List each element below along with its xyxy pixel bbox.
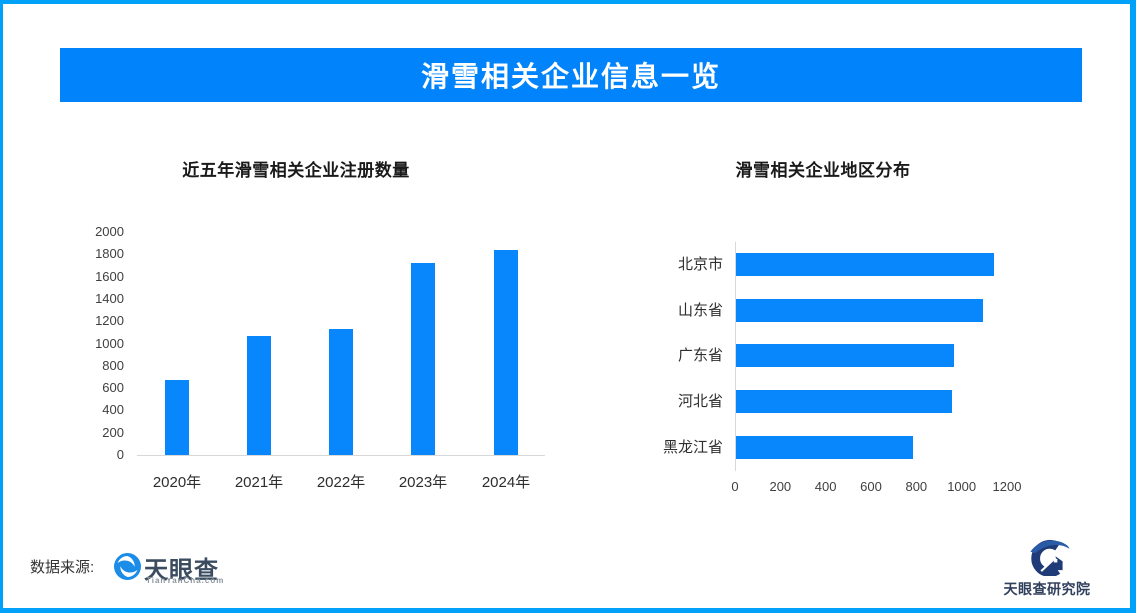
tianyancha-institute-logo-icon	[1030, 539, 1070, 576]
bar-河北省	[736, 390, 953, 413]
bar-广东省	[736, 344, 954, 367]
page-title-banner: 滑雪相关企业信息一览	[60, 48, 1082, 102]
y-axis-tick-label: 1000	[95, 335, 124, 351]
y-axis-tick-label: 800	[102, 357, 124, 373]
y-axis-category-label: 山东省	[677, 302, 723, 319]
x-axis-category-label: 2022年	[316, 474, 366, 491]
x-axis-tick-label: 1200	[992, 479, 1022, 494]
x-axis-tick-label: 1000	[947, 479, 977, 494]
bar-2020年	[165, 380, 189, 455]
y-axis-tick-label: 2000	[95, 224, 124, 239]
x-axis-tick-label: 400	[814, 479, 837, 494]
x-axis-category-label: 2020年	[152, 474, 202, 491]
page-border-left	[0, 0, 3, 613]
y-axis-tick-label: 600	[102, 380, 124, 396]
y-axis-tick-label: 1400	[95, 290, 124, 306]
x-axis-category-label: 2024年	[481, 474, 531, 491]
y-axis-tick-label: 0	[116, 447, 124, 462]
y-axis-tick-label: 200	[102, 424, 124, 440]
x-axis-tick-label: 800	[905, 479, 928, 494]
x-axis-tick-label: 600	[860, 479, 882, 494]
x-axis-category-label: 2023年	[398, 474, 448, 491]
tianyancha-institute-text: 天眼查研究院	[1003, 581, 1091, 597]
y-axis-category-label: 黑龙江省	[662, 439, 723, 456]
x-axis-tick-label: 200	[769, 479, 792, 494]
y-axis-line	[735, 242, 736, 471]
tianyancha-logo-text: 天眼查	[144, 557, 219, 584]
tianyancha-domain-text: TianYanCha.com	[146, 576, 225, 585]
bar-2024年	[494, 250, 518, 455]
y-axis-tick-label: 1200	[95, 313, 124, 329]
page-border-right	[1130, 0, 1136, 613]
x-axis-line	[137, 455, 545, 456]
y-axis-tick-label: 1600	[95, 268, 124, 284]
y-axis-tick-label: 1800	[95, 246, 124, 262]
region-chart-title: 滑雪相关企业地区分布	[735, 161, 911, 180]
tianyancha-logo-icon	[114, 553, 141, 580]
registration-chart-title: 近五年滑雪相关企业注册数量	[182, 161, 410, 180]
bar-黑龙江省	[736, 436, 913, 459]
y-axis-tick-label: 400	[102, 402, 124, 418]
y-axis-category-label: 河北省	[677, 393, 723, 410]
bar-2021年	[247, 336, 271, 455]
bar-山东省	[736, 299, 984, 322]
x-axis-tick-label: 0	[731, 479, 739, 494]
data-source-label: 数据来源:	[30, 559, 95, 576]
page-title: 滑雪相关企业信息一览	[420, 61, 721, 92]
x-axis-category-label: 2021年	[234, 474, 284, 491]
bar-北京市	[736, 253, 995, 276]
y-axis-category-label: 北京市	[677, 256, 723, 273]
y-axis-category-label: 广东省	[677, 347, 723, 364]
bar-2023年	[411, 262, 435, 455]
bar-2022年	[329, 329, 353, 455]
page-border-bottom	[0, 608, 1136, 613]
page-border-top	[0, 0, 1136, 4]
